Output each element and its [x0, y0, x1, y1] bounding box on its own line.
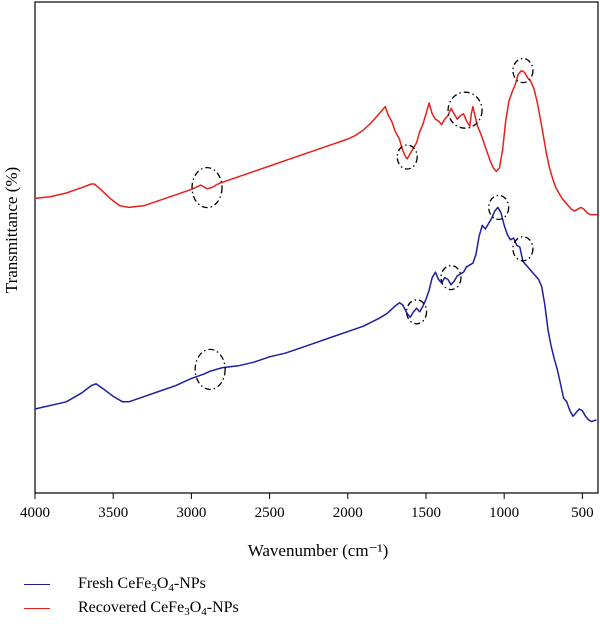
annotation-ellipse-7 — [396, 144, 418, 170]
x-tick-label-3000: 3000 — [176, 505, 206, 521]
legend-label-recovered: Recovered CeFe3O4-NPs — [78, 599, 239, 618]
annotation-ellipse-3 — [440, 264, 462, 291]
x-tick-label-3500: 3500 — [98, 505, 128, 521]
annotation-ellipse-2 — [405, 299, 428, 325]
series-line-fresh — [34, 206, 597, 423]
x-axis-ticks: 4000 3500 3000 2500 2000 1500 1000 500 — [20, 493, 594, 521]
x-tick-label-1500: 1500 — [411, 505, 441, 521]
y-axis-label: Transmittance (%) — [2, 167, 21, 293]
annotation-ellipse-5 — [512, 236, 534, 262]
series-line-recovered — [34, 69, 598, 216]
annotation-ellipse-4 — [488, 194, 510, 221]
annotation-ellipse-1 — [194, 348, 226, 391]
plot-frame — [34, 1, 599, 494]
x-tick-label-2500: 2500 — [255, 505, 285, 521]
x-tick-label-2000: 2000 — [333, 505, 363, 521]
legend-swatch-fresh — [24, 583, 50, 585]
x-tick-label-4000: 4000 — [20, 505, 50, 521]
series-layer — [34, 69, 598, 423]
x-axis-label: Wavenumber (cm⁻¹) — [248, 541, 389, 560]
legend-label-fresh: Fresh CeFe3O4-NPs — [78, 575, 206, 594]
x-tick-label-500: 500 — [571, 505, 594, 521]
plot-border — [34, 1, 599, 494]
legend-item-fresh: Fresh CeFe3O4-NPs — [24, 572, 239, 596]
legend: Fresh CeFe3O4-NPs Recovered CeFe3O4-NPs — [24, 572, 239, 620]
x-tick-label-1000: 1000 — [489, 505, 519, 521]
annotation-ellipse-9 — [512, 57, 534, 84]
annotation-ellipse-6 — [191, 166, 223, 209]
annotation-ellipse-8 — [447, 91, 483, 129]
legend-item-recovered: Recovered CeFe3O4-NPs — [24, 596, 239, 620]
annotation-layer — [191, 57, 534, 391]
legend-swatch-recovered — [24, 607, 50, 609]
